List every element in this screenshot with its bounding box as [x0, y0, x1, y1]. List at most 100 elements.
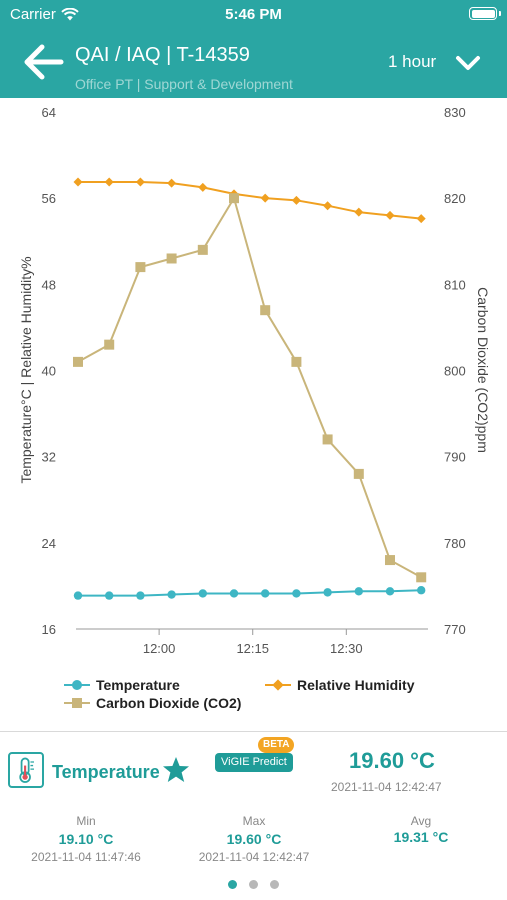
data-point-temperature	[167, 590, 176, 599]
stat-avg: Avg 19.31 °C	[376, 814, 466, 845]
chevron-down-icon[interactable]	[455, 54, 481, 72]
y-right-tick-label: 830	[444, 105, 466, 120]
data-point-humidity	[167, 178, 177, 188]
data-point-co2	[322, 434, 333, 445]
data-point-temperature	[73, 591, 83, 600]
data-point-humidity	[354, 207, 364, 217]
data-point-humidity	[73, 177, 83, 187]
legend-co2-swatch	[64, 698, 90, 708]
legend-humidity-label: Relative Humidity	[297, 677, 415, 693]
stat-max: Max 19.60 °C 2021-11-04 12:42:47	[188, 814, 320, 864]
y-right-axis-title: Carbon Dioxide (CO2)ppm	[475, 287, 491, 453]
legend-co2-label: Carbon Dioxide (CO2)	[96, 695, 242, 711]
back-button[interactable]	[24, 44, 64, 80]
divider	[0, 731, 507, 732]
data-point-temperature	[385, 587, 395, 596]
page-indicator	[0, 880, 507, 889]
page-dot-3[interactable]	[270, 880, 279, 889]
y-left-tick-label: 48	[42, 277, 56, 292]
vigie-predict-button[interactable]: ViGIE Predict	[215, 753, 293, 772]
data-point-humidity	[385, 210, 395, 220]
legend-temperature[interactable]: Temperature	[64, 677, 180, 693]
data-point-co2	[385, 555, 395, 566]
stat-avg-value: 19.31 °C	[393, 829, 449, 845]
data-point-co2	[353, 468, 364, 479]
data-point-humidity	[104, 177, 114, 187]
star-icon[interactable]	[162, 756, 190, 784]
legend-co2[interactable]: Carbon Dioxide (CO2)	[64, 695, 241, 711]
legend-humidity[interactable]: Relative Humidity	[265, 677, 414, 693]
data-point-temperature	[198, 589, 207, 598]
data-point-humidity	[416, 214, 426, 224]
x-tick-label: 12:15	[236, 641, 269, 656]
stat-min-value: 19.10 °C	[58, 831, 114, 847]
wifi-icon	[61, 8, 79, 21]
carrier-info: Carrier	[10, 6, 79, 23]
data-point-temperature	[323, 588, 332, 597]
data-point-co2	[166, 253, 177, 264]
data-point-co2	[135, 262, 146, 273]
current-timestamp: 2021-11-04 12:42:47	[331, 780, 442, 794]
battery-icon	[469, 7, 497, 20]
beta-badge: BETA	[258, 737, 295, 753]
sensor-name: Temperature	[52, 762, 160, 782]
page-dot-2[interactable]	[249, 880, 258, 889]
header: Carrier 5:46 PM QAI / IAQ | T-14359 Offi…	[0, 0, 507, 98]
status-bar: Carrier 5:46 PM	[0, 0, 507, 30]
data-point-temperature	[229, 589, 239, 598]
data-point-temperature	[261, 589, 270, 598]
stat-min: Min 19.10 °C 2021-11-04 11:47:46	[20, 814, 152, 864]
chart-canvas: 16 24 32 40 48 56 64 770 780 790 800 810 820 830 12:00…	[18, 105, 491, 656]
page-dot-1[interactable]	[228, 880, 237, 889]
data-point-temperature	[292, 589, 301, 598]
y-left-tick-label: 24	[42, 536, 56, 551]
stat-max-label: Max	[242, 814, 266, 828]
data-point-humidity	[260, 193, 270, 203]
y-left-tick-label: 64	[42, 105, 56, 120]
data-point-temperature	[105, 591, 114, 600]
legend-humidity-swatch	[265, 679, 291, 691]
battery-tip	[499, 11, 501, 16]
status-time: 5:46 PM	[225, 6, 282, 23]
y-right-tick-label: 810	[444, 277, 466, 292]
series-line-co2	[77, 195, 422, 579]
legend-temperature-swatch	[64, 680, 90, 690]
y-right-tick-label: 780	[444, 536, 466, 551]
data-point-humidity	[135, 177, 145, 187]
series-line-humidity	[78, 181, 422, 220]
stat-max-time: 2021-11-04 12:42:47	[198, 850, 310, 864]
y-left-tick-label: 32	[42, 450, 56, 465]
data-point-co2	[229, 193, 239, 204]
data-point-co2	[197, 244, 208, 255]
data-point-humidity	[198, 182, 208, 192]
y-right-tick-label: 790	[444, 450, 466, 465]
stat-max-value: 19.60 °C	[226, 831, 282, 847]
y-left-tick-label: 16	[42, 622, 56, 637]
thermometer-icon	[8, 752, 44, 788]
sensor-chart[interactable]: 16 24 32 40 48 56 64 770 780 790 800 810 820 830 12:00…	[0, 98, 507, 730]
y-left-tick-label: 40	[42, 364, 56, 379]
y-left-tick-label: 56	[42, 191, 56, 206]
series-line-temperature	[78, 589, 422, 597]
data-point-temperature	[417, 586, 426, 595]
period-selector[interactable]: 1 hour	[388, 52, 437, 71]
y-right-tick-label: 770	[444, 622, 466, 637]
data-point-co2	[104, 339, 115, 350]
y-left-axis-title: Temperature°C | Relative Humidity%	[18, 256, 34, 483]
current-value: 19.60 °C	[349, 748, 435, 773]
data-point-temperature	[136, 591, 145, 600]
data-point-humidity	[323, 201, 333, 211]
data-point-co2	[260, 305, 271, 316]
data-point-co2	[416, 572, 427, 583]
legend-temperature-label: Temperature	[96, 677, 180, 693]
y-right-tick-label: 820	[444, 191, 466, 206]
stat-min-label: Min	[76, 814, 96, 828]
carrier-label: Carrier	[10, 6, 56, 23]
page-title: QAI / IAQ | T-14359	[75, 44, 250, 66]
data-point-temperature	[354, 587, 363, 596]
x-tick-label: 12:30	[330, 641, 363, 656]
data-point-humidity	[291, 195, 301, 205]
page-subtitle: Office PT | Support & Development	[75, 76, 293, 92]
y-right-tick-label: 800	[444, 364, 466, 379]
data-point-co2	[73, 356, 83, 367]
